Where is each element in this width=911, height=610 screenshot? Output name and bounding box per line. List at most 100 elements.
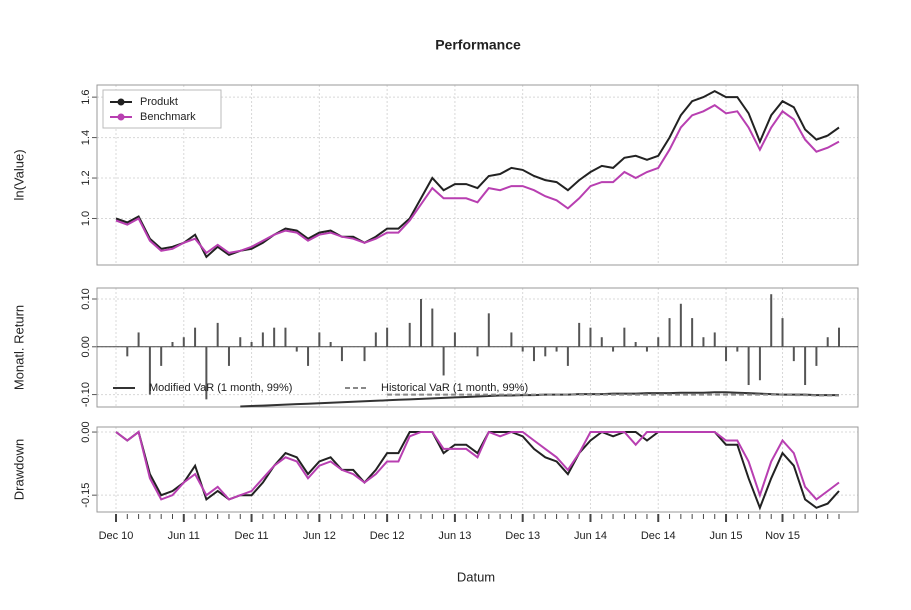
bar	[374, 332, 377, 347]
bar	[171, 342, 174, 347]
bar	[612, 346, 615, 352]
bar	[239, 337, 242, 347]
bar	[329, 342, 332, 347]
bar	[227, 346, 230, 366]
bar	[126, 346, 129, 357]
bar	[453, 332, 456, 347]
bar	[600, 337, 603, 347]
panel-frame	[96, 426, 859, 513]
y-tick-label: 0.00	[80, 421, 92, 442]
bar	[250, 342, 253, 347]
series-line	[115, 430, 840, 511]
bar	[702, 337, 705, 347]
x-tick-label: Dec 14	[641, 530, 676, 542]
bar	[194, 327, 197, 347]
x-tick-label: Jun 13	[438, 530, 471, 542]
bar	[476, 346, 479, 357]
x-axis-label: Datum	[457, 569, 495, 584]
bar	[725, 346, 728, 362]
y-tick-label: 1.6	[80, 89, 92, 104]
bar	[657, 337, 660, 347]
bar	[713, 332, 716, 347]
bar	[295, 346, 298, 352]
x-tick-label: Jun 11	[168, 530, 200, 542]
y-tick-label: 1.2	[80, 170, 92, 185]
x-tick-label: Dec 10	[99, 530, 134, 542]
bar	[770, 294, 773, 347]
bar	[216, 322, 219, 347]
y-axis-label: Monatl. Return	[11, 305, 26, 390]
bar	[826, 337, 829, 347]
x-tick-label: Dec 12	[370, 530, 405, 542]
bar	[431, 308, 434, 347]
x-tick-label: Dec 11	[235, 530, 269, 542]
bar	[510, 332, 513, 347]
x-tick-label: Dec 13	[505, 530, 540, 542]
bar	[205, 346, 208, 400]
bar	[420, 298, 423, 347]
x-tick-label: Nov 15	[765, 530, 800, 542]
legend-label: Historical VaR (1 month, 99%)	[381, 382, 528, 394]
bar	[273, 327, 276, 347]
bar	[589, 327, 592, 347]
bar	[781, 318, 784, 347]
bar	[340, 346, 343, 362]
legend-marker	[117, 113, 125, 121]
bar	[318, 332, 321, 347]
var-line	[387, 393, 839, 397]
legend-box	[102, 89, 222, 129]
bar	[408, 322, 411, 347]
bar	[758, 346, 761, 381]
series-line	[115, 430, 840, 501]
bar	[555, 346, 558, 352]
bar	[532, 346, 535, 362]
bar	[442, 346, 445, 376]
y-tick-label: 0.10	[80, 288, 92, 309]
bar	[838, 327, 840, 347]
legend-label: Produkt	[140, 96, 178, 108]
y-axis-label: ln(Value)	[11, 149, 26, 200]
bar	[487, 313, 490, 347]
series-line	[115, 104, 840, 255]
bar	[804, 346, 807, 386]
legend-marker	[117, 98, 125, 106]
bar	[792, 346, 795, 362]
bar	[679, 303, 682, 347]
y-tick-label: -0.15	[80, 483, 92, 508]
x-tick-label: Jun 12	[303, 530, 336, 542]
bar	[521, 346, 524, 352]
bar	[363, 346, 366, 362]
series-line	[115, 89, 840, 259]
legend-label: Benchmark	[140, 111, 196, 123]
bar	[736, 346, 739, 352]
y-tick-label: -0.10	[80, 382, 92, 407]
bar	[645, 346, 648, 352]
panel-frame	[96, 287, 859, 408]
bar	[307, 346, 310, 366]
y-tick-label: 1.4	[80, 130, 92, 145]
bar	[634, 342, 637, 347]
bar	[386, 327, 389, 347]
bar	[148, 346, 151, 395]
bar	[668, 318, 671, 347]
y-axis-label: Drawdown	[11, 439, 26, 500]
y-tick-label: 0.00	[80, 336, 92, 357]
bar	[160, 346, 163, 366]
bar	[261, 332, 264, 347]
bar	[691, 318, 694, 347]
bar	[182, 337, 185, 347]
bar	[747, 346, 750, 386]
y-tick-label: 1.0	[80, 211, 92, 226]
x-tick-label: Jun 15	[710, 530, 743, 542]
x-tick-label: Jun 14	[574, 530, 607, 542]
bar	[566, 346, 569, 366]
bar	[815, 346, 818, 366]
chart-title: Performance	[435, 37, 521, 53]
bar	[578, 322, 581, 347]
panel-frame	[96, 84, 859, 266]
bar	[623, 327, 626, 347]
legend-label: Modified VaR (1 month, 99%)	[149, 382, 292, 394]
bar	[137, 332, 140, 347]
bar	[284, 327, 287, 347]
